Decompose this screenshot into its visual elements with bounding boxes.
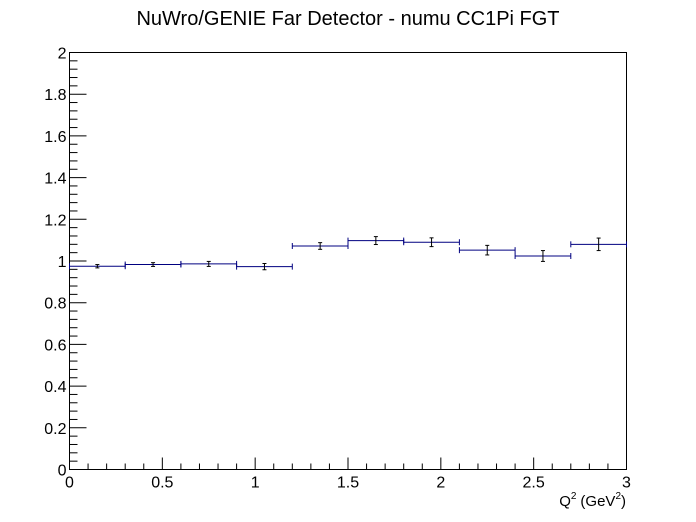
y-tick-label: 0.2 (44, 421, 66, 438)
y-tick-label: 0.8 (44, 296, 66, 313)
x-tick-label: 1.5 (337, 475, 359, 492)
data-points (69, 236, 627, 271)
data-point (458, 244, 516, 256)
data-point (236, 263, 293, 271)
data-point (347, 236, 405, 246)
y-tick-label: 0.4 (44, 379, 66, 396)
y-axis: 0 0.2 0.4 0.6 0.8 1 1.2 1.4 1.6 1.8 2 (44, 46, 87, 480)
y-tick-label: 0 (58, 463, 67, 480)
y-tick-label: 1.2 (44, 212, 66, 229)
x-tick-label: 2 (436, 475, 445, 492)
y-tick-label: 1.8 (44, 87, 66, 104)
x-tick-label: 2.5 (523, 475, 545, 492)
data-point (180, 260, 238, 267)
x-tick-label: 0 (65, 475, 74, 492)
y-tick-label: 1.6 (44, 129, 66, 146)
x-tick-label: 0.5 (151, 475, 173, 492)
y-tick-label: 2 (58, 46, 67, 63)
x-tick-label: 3 (622, 475, 631, 492)
data-point (403, 237, 460, 248)
data-point (570, 237, 627, 252)
data-point (514, 250, 572, 262)
x-axis: 0 0.5 1 1.5 2 2.5 3 (65, 457, 631, 492)
data-point (69, 263, 126, 270)
data-point (124, 261, 182, 268)
y-tick-label: 1 (58, 254, 67, 271)
y-tick-label: 0.6 (44, 337, 66, 354)
y-tick-label: 1.4 (44, 171, 66, 188)
x-tick-label: 1 (251, 475, 260, 492)
x-axis-title: Q2 (GeV2) (559, 491, 626, 510)
data-point (291, 242, 349, 250)
chart-title: NuWro/GENIE Far Detector - numu CC1Pi FG… (136, 8, 559, 30)
